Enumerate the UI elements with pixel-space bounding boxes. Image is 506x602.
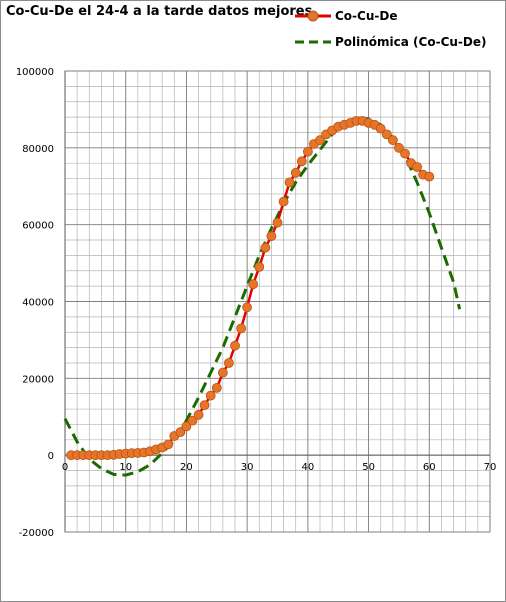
x-tick-label: 40	[301, 462, 314, 473]
data-point-co-cu-de	[424, 171, 435, 182]
data-point-co-cu-de	[302, 146, 313, 157]
series-line-polynomial-trend	[63, 116, 462, 477]
data-point-co-cu-de	[412, 162, 423, 172]
data-point-co-cu-de	[387, 135, 398, 146]
data-point-co-cu-de	[193, 409, 204, 420]
data-point-co-cu-de	[230, 340, 240, 351]
data-point-co-cu-de	[260, 242, 271, 253]
y-tick-label: 40000	[22, 298, 54, 309]
x-tick-label: 60	[423, 462, 436, 473]
data-point-co-cu-de	[163, 439, 174, 450]
data-point-co-cu-de	[381, 129, 392, 140]
data-point-co-cu-de	[187, 415, 198, 426]
data-point-co-cu-de	[236, 323, 247, 334]
x-tick-label: 70	[484, 462, 497, 473]
y-tick-label: 80000	[22, 144, 54, 155]
x-tick-label: 30	[241, 462, 254, 473]
legend-label-measured: Co-Cu-De	[335, 9, 398, 23]
data-point-co-cu-de	[290, 167, 301, 178]
data-point-co-cu-de	[284, 177, 295, 188]
data-point-co-cu-de	[217, 367, 228, 378]
data-point-co-cu-de	[205, 390, 216, 401]
data-point-co-cu-de	[315, 135, 325, 146]
data-point-co-cu-de	[400, 148, 410, 159]
legend-label-trendline: Polinómica (Co-Cu-De)	[335, 35, 487, 49]
data-point-co-cu-de	[375, 123, 386, 134]
data-point-co-cu-de	[199, 400, 210, 411]
data-point-co-cu-de	[175, 427, 186, 438]
x-tick-label: 10	[119, 462, 132, 473]
y-tick-label: 100000	[16, 67, 54, 78]
data-point-co-cu-de	[296, 156, 307, 167]
data-point-co-cu-de	[254, 261, 265, 272]
y-tick-label: -20000	[19, 528, 54, 539]
data-point-co-cu-de	[272, 217, 283, 228]
x-tick-label: 50	[362, 462, 375, 473]
legend-swatch-measured	[295, 10, 331, 22]
legend-swatch-trendline	[295, 40, 331, 44]
data-point-co-cu-de	[393, 142, 404, 153]
chart-title: Co-Cu-De el 24-4 a la tarde datos mejore…	[6, 4, 313, 19]
data-point-co-cu-de	[248, 279, 259, 290]
data-point-co-cu-de	[223, 358, 234, 368]
data-point-co-cu-de	[181, 421, 192, 432]
y-tick-label: 20000	[22, 374, 54, 385]
y-tick-label: 60000	[22, 221, 54, 232]
x-tick-label: 20	[180, 462, 193, 473]
data-point-co-cu-de	[211, 382, 222, 393]
data-point-co-cu-de	[242, 302, 253, 313]
x-tick-label: 0	[62, 462, 68, 473]
data-point-co-cu-de	[278, 196, 289, 207]
y-tick-label: 0	[48, 451, 54, 462]
data-point-co-cu-de	[266, 231, 277, 242]
